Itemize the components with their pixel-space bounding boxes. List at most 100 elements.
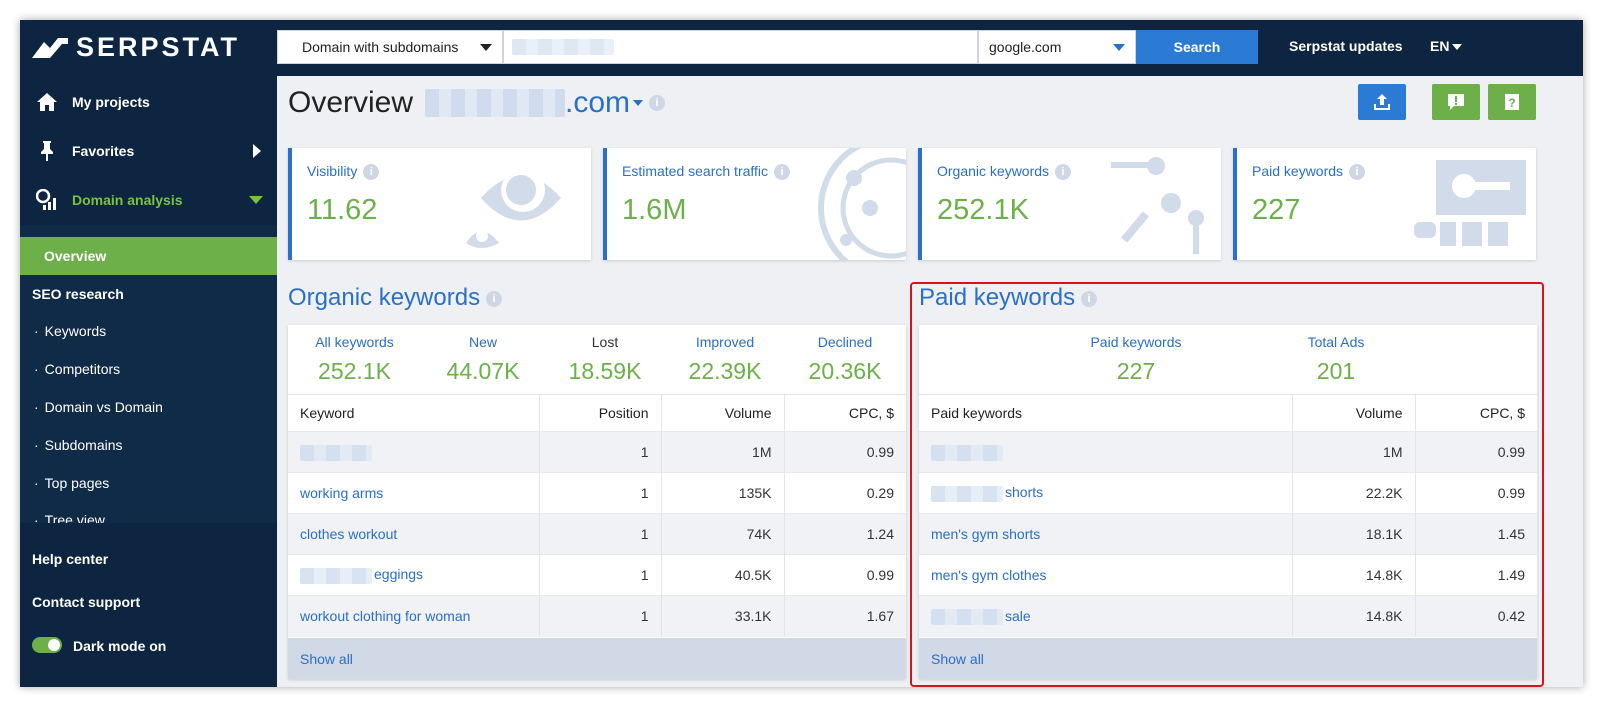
organic-keywords-title: Organic keywords i xyxy=(288,284,503,312)
card-value: 227 xyxy=(1252,194,1301,226)
search-input[interactable]: ★ × xyxy=(503,30,1194,64)
sidebar-subitem-tree-view[interactable]: Tree view xyxy=(34,512,105,523)
keyword-cell[interactable]: men's gym clothes xyxy=(919,554,1292,596)
organic-keywords-panel: All keywords 252.1K New 44.07K Lost 18.5… xyxy=(288,325,906,679)
col-paid-keyword[interactable]: Paid keywords xyxy=(919,394,1292,432)
card-label: Estimated search traffic i xyxy=(622,163,791,181)
table-header: Paid keywords Volume CPC, $ xyxy=(919,394,1537,432)
info-icon[interactable]: i xyxy=(1055,164,1072,181)
redacted-keyword xyxy=(931,608,1003,625)
caret-down-icon[interactable] xyxy=(633,100,644,106)
keyword-cell[interactable] xyxy=(919,431,1292,473)
card-value: 11.62 xyxy=(307,194,378,226)
alert-icon xyxy=(1448,94,1464,110)
col-cpc[interactable]: CPC, $ xyxy=(1414,394,1537,432)
keyword-cell[interactable]: workout clothing for woman xyxy=(288,595,539,637)
col-volume[interactable]: Volume xyxy=(660,394,784,432)
stat-all-keywords[interactable]: All keywords 252.1K xyxy=(288,325,421,385)
redacted-keyword xyxy=(300,567,372,584)
sidebar-item-my-projects[interactable]: My projects xyxy=(20,80,277,124)
stat-value: 44.07K xyxy=(446,358,520,384)
position-cell: 1 xyxy=(538,595,661,637)
info-icon[interactable]: i xyxy=(1349,164,1366,181)
card-label: Paid keywords i xyxy=(1252,163,1366,181)
position-cell: 1 xyxy=(538,431,661,473)
keyword-cell[interactable]: sale xyxy=(919,595,1292,637)
stat-total-ads[interactable]: Total Ads 201 xyxy=(1276,325,1396,385)
keyword-cell[interactable]: working arms xyxy=(288,472,539,514)
sidebar-subitem-top-pages[interactable]: Top pages xyxy=(34,475,110,491)
sidebar-subitem-subdomains[interactable]: Subdomains xyxy=(34,437,123,453)
paid-show-all-link[interactable]: Show all xyxy=(919,638,1537,679)
info-icon[interactable]: i xyxy=(363,164,380,181)
main-content: Overview .com i ? Visibility i 11.62 xyxy=(277,76,1583,687)
cpc-cell: 1.45 xyxy=(1414,513,1537,555)
volume-cell: 1M xyxy=(1291,431,1415,473)
stat-improved[interactable]: Improved 22.39K xyxy=(665,325,785,385)
table-row: working arms 1 135K 0.29 xyxy=(288,472,906,514)
stat-label: Lost xyxy=(591,334,619,350)
domain-suffix[interactable]: .com xyxy=(565,86,631,119)
highlight-box xyxy=(910,282,1544,687)
stat-declined[interactable]: Declined 20.36K xyxy=(785,325,905,385)
search-type-select[interactable]: Domain with subdomains xyxy=(277,30,503,64)
table-row: eggings 1 40.5K 0.99 xyxy=(288,554,906,596)
col-keyword[interactable]: Keyword xyxy=(288,394,539,432)
report-issue-button[interactable] xyxy=(1432,84,1480,120)
paid-keywords-table: Paid keywords Volume CPC, $ 1M 0.99 shor… xyxy=(919,394,1537,637)
sidebar-subheading-seo-research[interactable]: SEO research xyxy=(32,286,124,302)
help-button[interactable]: ? xyxy=(1488,84,1536,120)
dark-mode-toggle[interactable] xyxy=(32,637,62,653)
sidebar-subitem-keywords[interactable]: Keywords xyxy=(34,323,106,339)
keyword-cell[interactable]: shorts xyxy=(919,472,1292,514)
stat-label: All keywords xyxy=(315,334,394,350)
sidebar-subitem-overview[interactable]: Overview xyxy=(20,237,277,275)
info-icon[interactable]: i xyxy=(1081,290,1098,307)
stat-value: 18.59K xyxy=(568,358,642,384)
export-button[interactable] xyxy=(1358,84,1406,120)
info-icon[interactable]: i xyxy=(649,95,666,111)
keys-icon xyxy=(1111,157,1204,254)
organic-show-all-link[interactable]: Show all xyxy=(288,638,906,679)
cpc-cell: 1.67 xyxy=(783,595,906,637)
sidebar-item-domain-analysis[interactable]: Domain analysis xyxy=(20,178,277,222)
col-cpc[interactable]: CPC, $ xyxy=(783,394,906,432)
search-engine-value: google.com xyxy=(989,39,1062,55)
redacted-keyword xyxy=(931,485,1003,502)
language-select[interactable]: EN xyxy=(1430,38,1462,54)
contact-support-link[interactable]: Contact support xyxy=(32,594,141,610)
keyword-cell[interactable]: men's gym shorts xyxy=(919,513,1292,555)
stat-paid-keywords[interactable]: Paid keywords 227 xyxy=(1074,325,1198,385)
cpc-cell: 0.99 xyxy=(783,431,906,473)
info-icon[interactable]: i xyxy=(774,164,791,181)
sidebar-subitem-domain-vs-domain[interactable]: Domain vs Domain xyxy=(34,399,163,415)
stat-new[interactable]: New 44.07K xyxy=(421,325,545,385)
keyword-cell[interactable]: eggings xyxy=(288,554,539,596)
search-button[interactable]: Search xyxy=(1136,30,1258,64)
redacted-keyword xyxy=(300,444,372,461)
volume-cell: 14.8K xyxy=(1291,595,1415,637)
help-center-link[interactable]: Help center xyxy=(32,551,109,567)
serpstat-updates-link[interactable]: Serpstat updates xyxy=(1289,38,1403,54)
stat-lost: Lost 18.59K xyxy=(545,325,665,385)
sidebar: SERPSTAT My projects Favorites Domain an… xyxy=(20,20,277,687)
dark-mode-label: Dark mode on xyxy=(73,638,167,654)
stat-value: 252.1K xyxy=(318,358,391,384)
serpstat-logo-icon xyxy=(32,38,68,58)
info-icon[interactable]: i xyxy=(486,290,503,307)
pin-icon xyxy=(36,140,58,162)
search-engine-select[interactable]: google.com xyxy=(978,30,1136,64)
volume-cell: 22.2K xyxy=(1291,472,1415,514)
keyword-cell[interactable] xyxy=(288,431,539,473)
logo[interactable]: SERPSTAT xyxy=(32,32,240,62)
keyword-cell[interactable]: clothes workout xyxy=(288,513,539,555)
sidebar-subitem-competitors[interactable]: Competitors xyxy=(34,361,120,377)
organic-keywords-table: Keyword Position Volume CPC, $ 1 1M 0.99… xyxy=(288,394,906,637)
cpc-cell: 0.29 xyxy=(783,472,906,514)
col-volume[interactable]: Volume xyxy=(1291,394,1415,432)
col-position[interactable]: Position xyxy=(538,394,661,432)
card-value: 1.6M xyxy=(622,194,687,226)
stat-label: Paid keywords xyxy=(1090,334,1182,350)
sidebar-item-favorites[interactable]: Favorites xyxy=(20,129,277,173)
table-row: men's gym shorts 18.1K 1.45 xyxy=(919,513,1537,555)
